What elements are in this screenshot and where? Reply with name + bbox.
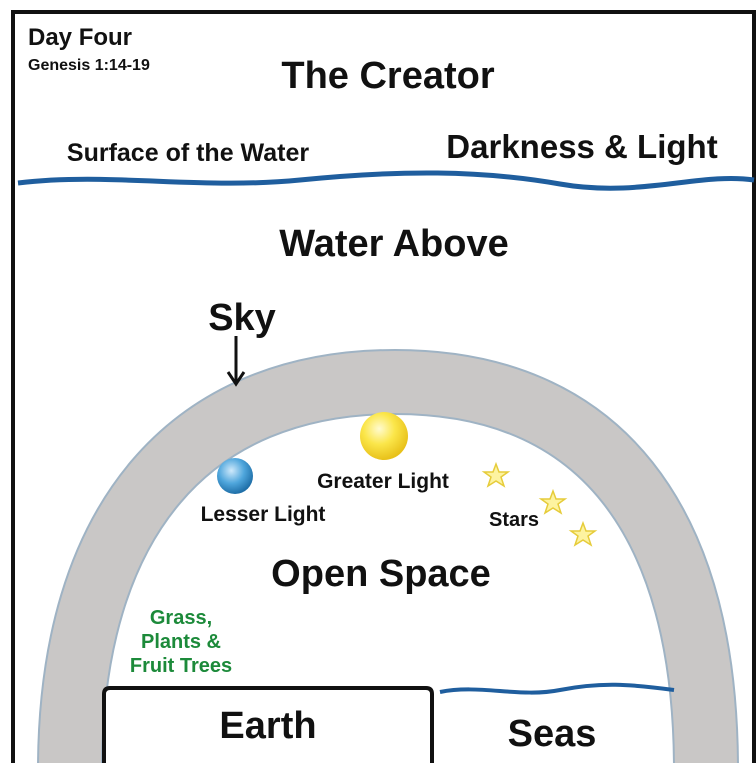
reference: Genesis 1:14-19	[28, 57, 150, 74]
day-title: Day Four	[28, 24, 132, 51]
water-wave	[18, 173, 754, 188]
sky-label: Sky	[208, 297, 276, 339]
star	[571, 523, 595, 545]
creator-label: The Creator	[281, 55, 494, 97]
stars-label: Stars	[489, 509, 539, 531]
star	[541, 491, 565, 513]
open-space-label: Open Space	[271, 553, 491, 595]
vegetation-label: Grass,	[150, 607, 212, 629]
page: {"header": {"title": "Day Four", "refere…	[0, 0, 756, 763]
greater-light-label: Greater Light	[317, 470, 449, 493]
water-above-label: Water Above	[279, 223, 508, 265]
earth-label: Earth	[219, 705, 316, 747]
greater-light-icon	[360, 412, 408, 460]
surface-label: Surface of the Water	[67, 139, 309, 167]
seas-label: Seas	[508, 713, 597, 755]
diagram: Day Four Genesis 1:14-19 The Creator Sur…	[0, 0, 756, 763]
star	[484, 464, 508, 486]
sky-arrow	[228, 336, 244, 384]
lesser-light-label: Lesser Light	[201, 503, 326, 526]
lesser-light-icon	[217, 458, 253, 494]
seas-wave	[440, 685, 674, 693]
vegetation-label: Fruit Trees	[130, 655, 232, 677]
vegetation-label: Plants &	[141, 631, 221, 653]
darkness-label: Darkness & Light	[446, 128, 717, 165]
